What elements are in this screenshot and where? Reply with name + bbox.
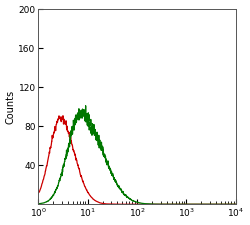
Y-axis label: Counts: Counts <box>6 90 16 124</box>
